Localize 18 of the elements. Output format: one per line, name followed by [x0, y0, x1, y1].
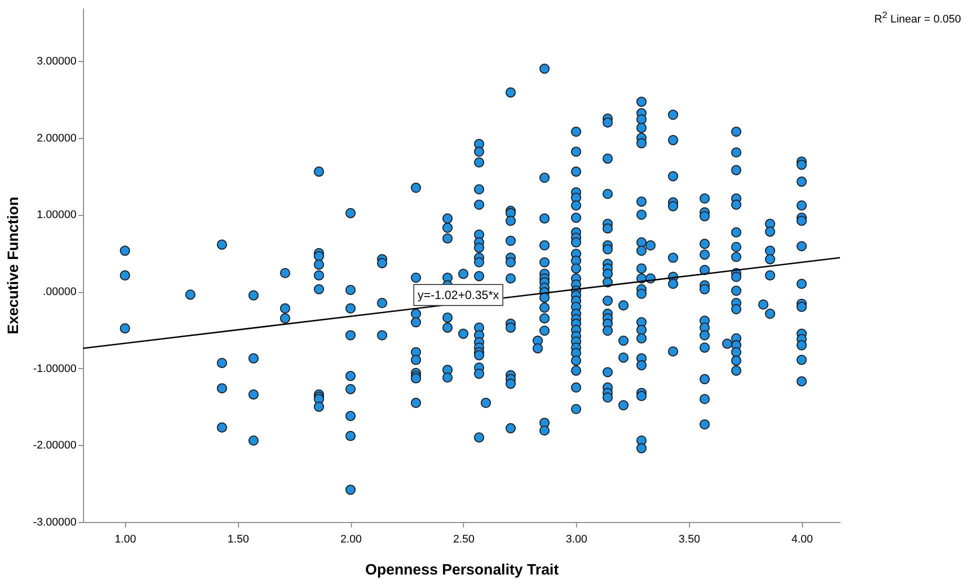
x-tick-label: 1.00	[114, 534, 136, 546]
y-tick-label: .00000	[42, 286, 76, 298]
y-tick-label: -3.00000	[33, 516, 76, 528]
x-tick-label: 2.50	[453, 534, 475, 546]
y-tick-label: -2.00000	[33, 440, 76, 452]
y-tick-label: 1.00000	[36, 209, 76, 222]
x-tick-label: 3.00	[566, 534, 588, 546]
y-tick-label: 3.00000	[36, 56, 76, 68]
y-tick-label: -1.00000	[33, 362, 76, 375]
x-tick-label: 3.50	[678, 534, 700, 546]
x-tick-label: 1.50	[228, 534, 249, 546]
x-axis-title: Openness Personality Trait	[365, 562, 559, 578]
annotation: y=-1.02+0.35*x	[414, 284, 503, 306]
text: R$^{2}$ Linear = 0.050	[874, 10, 961, 26]
x-tick-label: 2.00	[340, 534, 362, 546]
y-axis-title: Executive Function	[5, 196, 22, 334]
y-tick-label: 2.00000	[36, 132, 76, 144]
x-tick-label: 4.00	[791, 534, 813, 546]
